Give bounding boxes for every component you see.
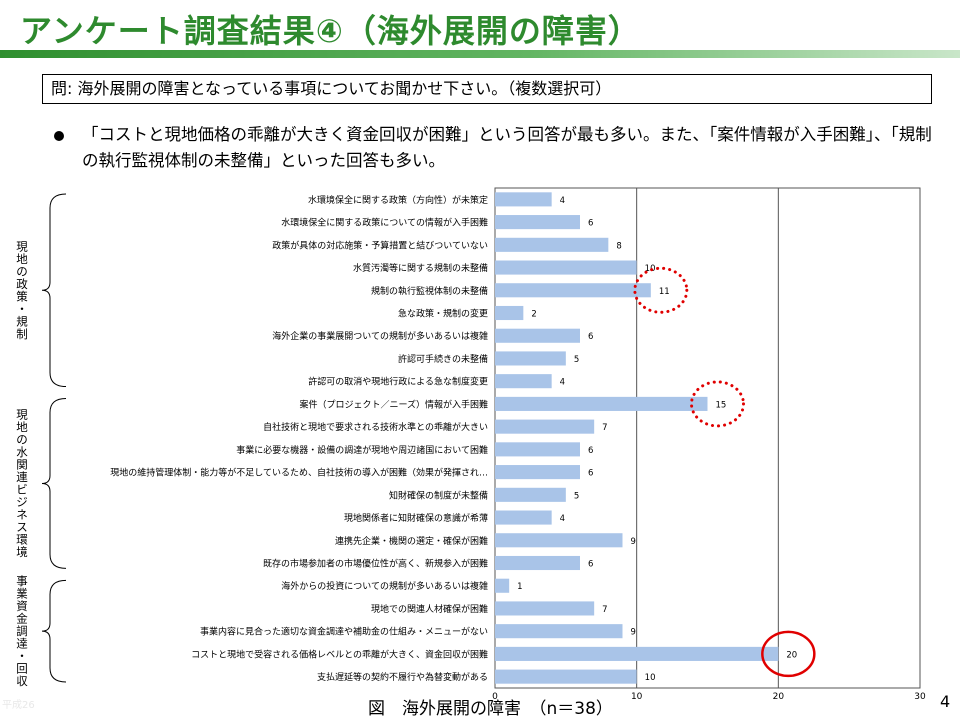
value-label: 10 <box>645 264 656 274</box>
bar <box>495 305 524 321</box>
bar <box>495 442 580 457</box>
category-label: 政策が具体の対応施策・予算措置と結びついていない <box>272 239 488 251</box>
bar <box>495 465 580 480</box>
category-label: 案件（プロジェクト／ニーズ）情報が入手困難 <box>299 398 488 410</box>
bar <box>495 396 708 411</box>
group-bracket <box>41 579 67 683</box>
group-bracket <box>41 193 67 388</box>
category-label: 許認可の取消や現地行政による急な制度変更 <box>308 376 488 388</box>
title-underline <box>0 50 960 58</box>
category-label: 現地の維持管理体制・能力等が不足しているため、自社技術の導入が困難（効果が発揮さ… <box>110 467 488 479</box>
category-label: 水環境保全に関する政策についての情報が入手困難 <box>281 217 488 229</box>
category-label: 現地関係者に知財確保の意識が希薄 <box>344 512 488 524</box>
value-label: 20 <box>786 650 797 660</box>
group-label: 現地の水関連ビジネス環境 <box>16 408 28 560</box>
value-label: 15 <box>716 400 727 410</box>
bar <box>495 510 552 525</box>
bar <box>495 419 595 434</box>
bar <box>495 192 552 207</box>
x-tick-label: 10 <box>631 692 643 702</box>
bar <box>495 555 580 571</box>
bar <box>495 487 566 502</box>
value-label: 5 <box>574 355 579 365</box>
value-label: 6 <box>588 469 593 479</box>
value-label: 1 <box>517 582 522 592</box>
value-label: 6 <box>588 219 593 229</box>
category-label: 知財確保の制度が未整備 <box>389 489 488 501</box>
category-label: 海外企業の事業展開ついての規制が多いあるいは複雑 <box>272 330 488 342</box>
value-label: 7 <box>602 605 607 615</box>
value-label: 2 <box>531 310 536 320</box>
bar <box>495 237 609 252</box>
value-label: 10 <box>645 673 656 683</box>
question-box: 問: 海外展開の障害となっている事項についてお聞かせ下さい。（複数選択可） <box>42 74 932 104</box>
category-label: 海外からの投資についての規制が多いあるいは複雑 <box>281 580 488 592</box>
highlight-circle <box>761 630 816 678</box>
highlight-circle <box>633 266 689 314</box>
value-label: 8 <box>616 241 621 251</box>
bar <box>495 624 623 639</box>
bar <box>495 328 580 343</box>
category-label: 許認可手続きの未整備 <box>398 353 488 365</box>
summary-text: 「コストと現地価格の乖離が大きく資金回収が困難」という回答が最も多い。また、「案… <box>82 125 932 170</box>
bar <box>495 578 510 593</box>
value-label: 5 <box>574 491 579 501</box>
category-label: 規制の執行監視体制の未整備 <box>371 285 488 297</box>
page-number: 4 <box>940 692 951 711</box>
category-label: 水環境保全に関する政策（方向性）が未策定 <box>308 194 488 206</box>
bar <box>495 283 651 298</box>
value-label: 9 <box>631 537 636 547</box>
value-label: 6 <box>588 446 593 456</box>
bar <box>495 215 580 230</box>
category-label: 既存の市場参加者の市場優位性が高く、新規参入が困難 <box>263 558 488 570</box>
value-label: 6 <box>588 560 593 570</box>
category-label: 連携先企業・機関の選定・確保が困難 <box>335 535 488 547</box>
footer-faint-text: 平成26 <box>2 700 35 711</box>
group-bracket <box>41 398 67 569</box>
bar <box>495 533 623 548</box>
x-tick-label: 0 <box>492 692 498 702</box>
plot-frame <box>494 187 921 689</box>
value-label: 4 <box>560 514 565 524</box>
x-tick-label: 30 <box>914 692 926 702</box>
category-label: 支払遅延等の契約不履行や為替変動がある <box>317 671 488 683</box>
bar <box>495 601 595 616</box>
category-label: 水質汚濁等に関する規制の未整備 <box>353 262 488 274</box>
group-label: 事業資金調達・回収 <box>16 574 28 688</box>
bar <box>495 646 779 661</box>
value-label: 6 <box>588 332 593 342</box>
page-title: アンケート調査結果④（海外展開の障害） <box>20 12 641 50</box>
bar <box>495 260 637 275</box>
category-label: 事業内容に見合った適切な資金調達や補助金の仕組み・メニューがない <box>200 626 488 638</box>
value-label: 11 <box>659 287 670 297</box>
value-label: 9 <box>631 628 636 638</box>
value-label: 4 <box>560 378 565 388</box>
category-label: 急な政策・規制の変更 <box>398 308 488 320</box>
value-label: 7 <box>602 423 607 433</box>
category-label: コストと現地で受容される価格レベルとの乖離が大きく、資金回収が困難 <box>191 648 488 660</box>
highlight-circle <box>690 380 745 428</box>
category-label: 事業に必要な機器・設備の調達が現地や周辺諸国において困難 <box>236 444 488 456</box>
bar <box>495 351 566 366</box>
group-label: 現地の政策・規制 <box>16 240 28 341</box>
bullet-icon <box>54 131 64 141</box>
x-tick-label: 20 <box>773 692 785 702</box>
figure-caption: 図 海外展開の障害 （n＝38） <box>368 699 613 719</box>
category-label: 自社技術と現地で要求される技術水準との乖離が大きい <box>263 421 488 433</box>
bar <box>495 669 637 684</box>
category-label: 現地での関連人材確保が困難 <box>371 603 488 615</box>
bar <box>495 374 552 389</box>
value-label: 4 <box>560 196 565 206</box>
